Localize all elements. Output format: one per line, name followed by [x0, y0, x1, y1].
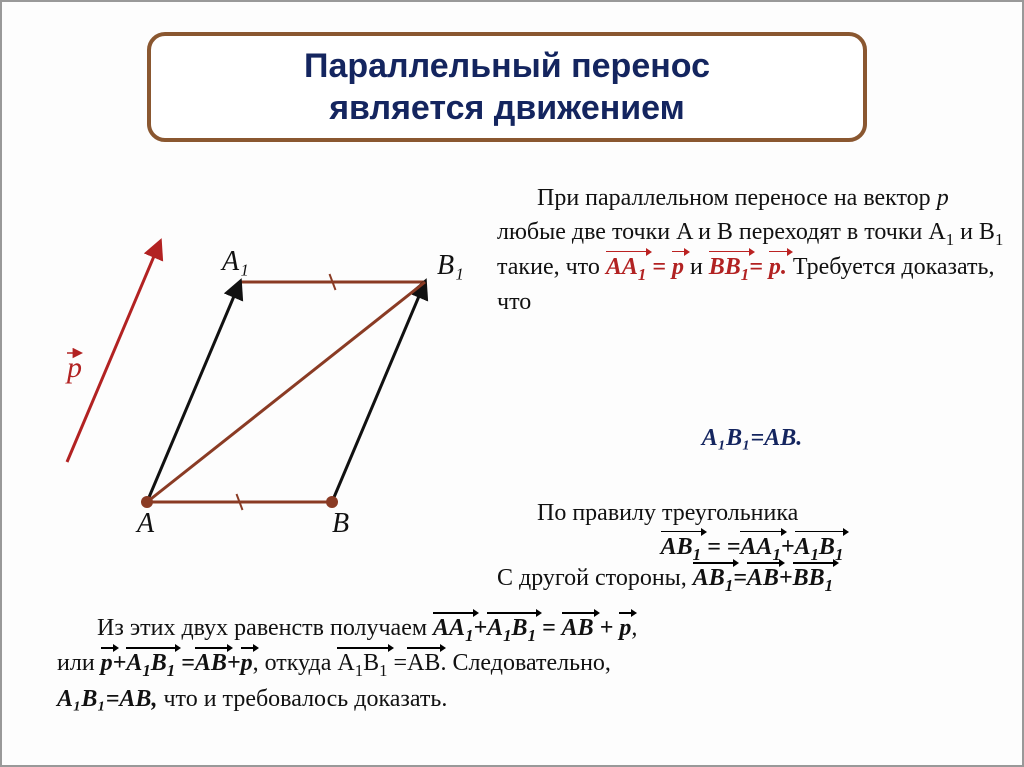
p5-A1B1b: B: [512, 615, 528, 641]
p4-AB: AB: [747, 562, 779, 596]
p3-AB1: AB: [661, 534, 693, 560]
p4-plus: +: [779, 565, 793, 591]
p1c: и B: [954, 219, 995, 245]
svg-text:B₁: B₁: [437, 250, 464, 281]
p5-plus3: +: [113, 650, 127, 676]
paragraph-4: С другой стороны, AB1=AB+BB1: [497, 562, 1024, 597]
p1-BB1: BB: [709, 254, 741, 280]
p1-p2: p.: [769, 251, 787, 285]
p4-eq: =: [733, 565, 747, 591]
p1-eq1: =: [646, 254, 672, 280]
p2-eq: A₁B₁=AB.: [702, 425, 802, 451]
p1-p: p: [937, 185, 949, 211]
title-line2: является движением: [329, 89, 685, 127]
svg-text:A: A: [135, 508, 155, 539]
p3a: По правилу треугольника: [537, 500, 798, 526]
p3-A1B1b: B: [819, 534, 835, 560]
p5d: . Следовательно,: [440, 650, 610, 676]
p5-AB3: AB: [407, 647, 440, 681]
title-line1: Параллельный перенос: [304, 47, 710, 85]
p5-A1B1a: A: [487, 615, 503, 641]
p5-plus4: +: [227, 650, 241, 676]
p5-AB2: AB: [195, 647, 227, 681]
title-box: Параллельный перенос является движением: [147, 32, 867, 142]
p5e: что и требовалось доказать.: [157, 686, 447, 712]
paragraph-5: Из этих двух равенств получаем AA1+A1B1 …: [57, 612, 1007, 716]
p1-eq2: =: [749, 254, 769, 280]
p5-eq2: =: [388, 650, 408, 676]
p1-and: и: [684, 254, 709, 280]
p5-A1B1b2: B: [151, 650, 167, 676]
vector-diagram: p A B A₁ B₁: [42, 202, 482, 542]
p1d: такие, что: [497, 254, 606, 280]
p5-p1: p: [619, 612, 631, 646]
title-text: Параллельный перенос является движением: [304, 45, 710, 130]
p3-AA1: AA: [740, 534, 772, 560]
svg-text:B: B: [332, 508, 349, 539]
svg-text:A₁: A₁: [220, 246, 249, 277]
p5-A1B1-2b: B: [363, 650, 379, 676]
p5a: Из этих двух равенств получаем: [97, 615, 433, 641]
p5-comma: ,: [631, 615, 637, 641]
p1-AA1: AA: [606, 254, 638, 280]
p1b: любые две точки A и B переходят в точки …: [497, 219, 946, 245]
p4-BB1: BB: [793, 565, 825, 591]
paragraph-2: A₁B₁=AB.: [497, 422, 1007, 456]
p1a: При параллельном переносе на вектор: [537, 185, 937, 211]
paragraph-1: При параллельном переносе на вектор p лю…: [497, 182, 1007, 320]
p5b: или: [57, 650, 101, 676]
svg-text:p: p: [65, 351, 82, 384]
p5-plus1: +: [473, 615, 487, 641]
p5-AA1: AA: [433, 615, 465, 641]
p3-A1B1a: A: [795, 534, 811, 560]
paragraph-3: По правилу треугольника AB1 = =AA1+A1B1: [497, 497, 1007, 566]
p5-eq1: =: [536, 615, 562, 641]
p5-p3: p: [241, 647, 253, 681]
p5-final: A₁B₁=AB,: [57, 686, 157, 712]
p5-A1B1a2: A: [126, 650, 142, 676]
p5c: , откуда: [253, 650, 338, 676]
p4-AB1: AB: [693, 565, 725, 591]
p5-plus2: +: [600, 615, 614, 641]
p3-eq1: = =: [701, 534, 740, 560]
p5-p2: p: [101, 647, 113, 681]
p5-A1B1-2a: A: [337, 650, 354, 676]
p4a: С другой стороны,: [497, 565, 693, 591]
p1-pvec: p: [672, 251, 684, 285]
p5-AB: AB: [562, 612, 594, 646]
p3-plus: +: [781, 534, 795, 560]
